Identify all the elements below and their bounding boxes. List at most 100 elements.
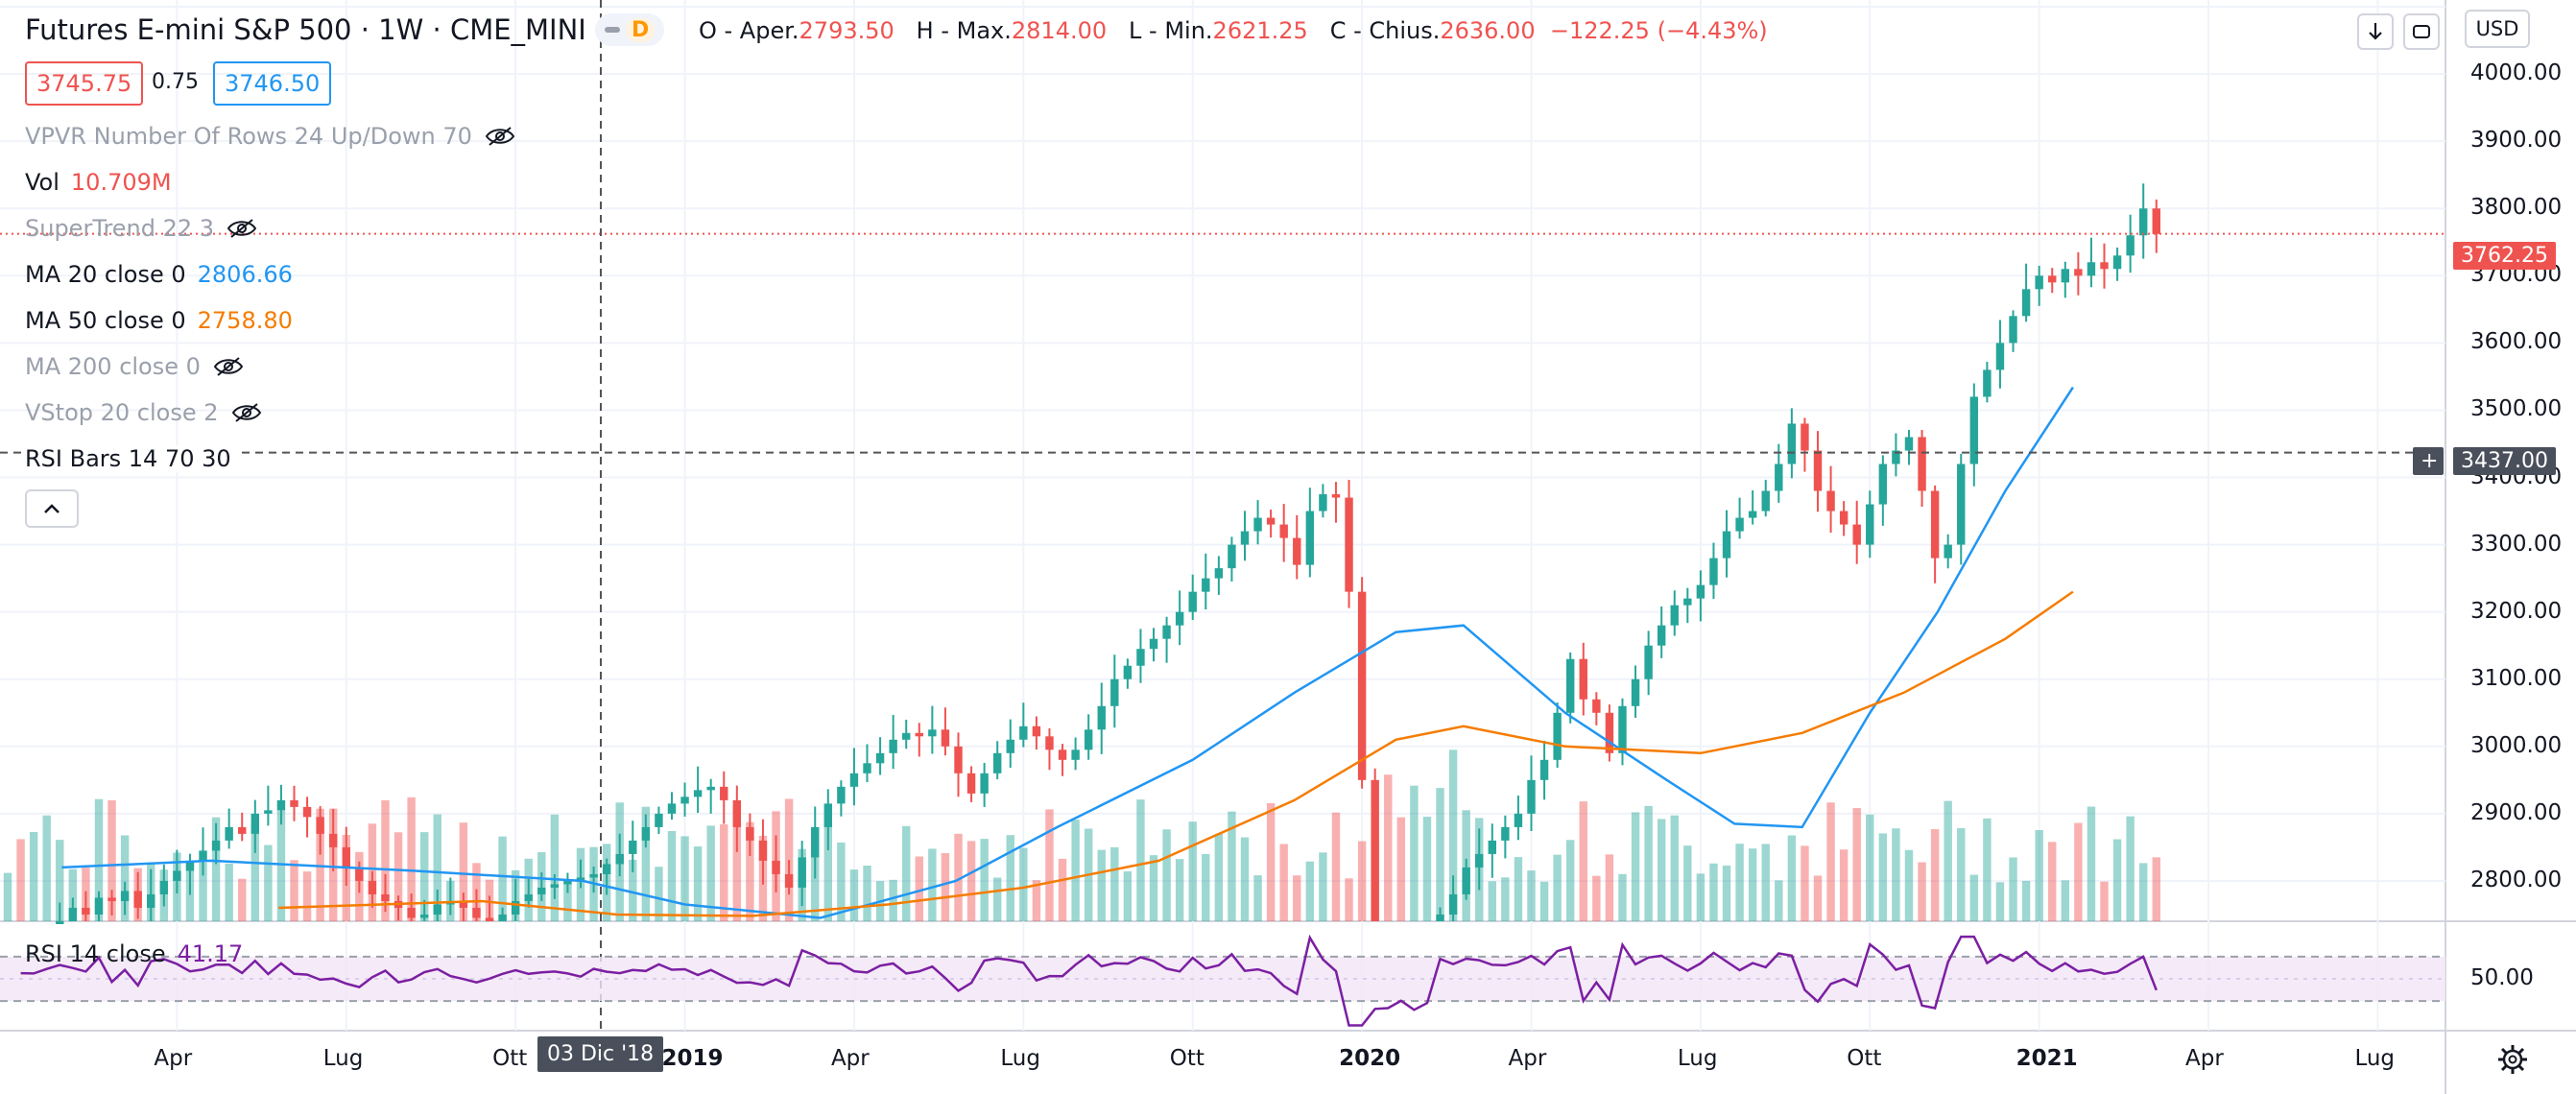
volume-bar [1527,870,1536,921]
legend-ma20[interactable]: MA 20 close 0 2806.66 [25,261,293,288]
volume-bar [902,825,911,921]
eye-hidden-icon[interactable] [226,217,258,240]
drag-handle-icon[interactable] [605,27,620,33]
volume-bar [16,839,25,921]
download-button[interactable] [2357,13,2394,50]
volume-bar [250,826,260,921]
time-tick-label: 2020 [1339,1046,1401,1071]
volume-bar [1436,788,1444,921]
price-tick-label: 2900.00 [2470,799,2563,825]
volume-bar [29,831,38,921]
candle-body [1657,625,1666,646]
candle-body [954,746,963,773]
candle-body [1644,645,1653,679]
volume-bar [992,877,1002,921]
volume-bar [42,815,51,921]
candle-body [2074,269,2083,276]
volume-bar [2074,822,2083,921]
candle-body [1305,511,1315,565]
currency-button[interactable]: USD [2465,10,2530,48]
candle-body [992,752,1002,773]
candle-body [2048,275,2057,283]
volume-bar [1565,840,1575,921]
volume-bar [264,844,273,921]
time-tick-label: 2021 [2015,1046,2078,1071]
volume-bar [966,841,976,921]
volume-bar [1058,858,1067,921]
volume-bar [1357,841,1367,921]
candle-body [1084,729,1093,750]
interval-badge[interactable]: D [595,13,665,46]
candle-body [537,887,546,894]
legend-rsi[interactable]: RSI 14 close 41.17 [25,940,243,967]
candle-body [498,914,507,921]
candle-body [889,739,897,753]
legend-vstop[interactable]: VStop 20 close 2 [25,399,263,426]
ma50-line [278,590,2074,917]
candle-body [693,790,703,797]
rsi-value: 41.17 [177,940,244,967]
ask-price-box[interactable]: 3746.50 [213,61,332,106]
add-alert-button[interactable]: + [2413,447,2444,475]
volume-bar [1579,801,1587,921]
legend-ma200[interactable]: MA 200 close 0 [25,353,245,380]
candle-body [1930,490,1940,559]
volume-bar [2112,839,2122,921]
volume-bar [1995,882,2005,921]
high-label: H - Max. [916,17,1012,44]
volume-bar [629,859,637,921]
volume-bar [1657,819,1666,921]
eye-hidden-icon[interactable] [212,355,245,378]
legend-vol[interactable]: Vol 10.709M [25,169,172,196]
legend-vpvr[interactable]: VPVR Number Of Rows 24 Up/Down 70 [25,123,516,150]
volume-bar [1136,799,1145,921]
settings-button[interactable] [2493,1040,2532,1079]
volume-bar [1644,805,1653,921]
time-tick-label: Apr [154,1046,193,1071]
eye-hidden-icon[interactable] [484,125,516,148]
candle-body [355,867,364,881]
price-tick-label: 3800.00 [2470,195,2563,221]
candle-body [2100,262,2109,270]
volume-bar [1761,844,1770,921]
candle-body [2152,208,2160,234]
volume-bar [107,799,116,921]
candle-body [485,917,494,921]
volume-bar [655,867,663,921]
ma200-label: MA 200 close 0 [25,353,201,380]
volume-bar [238,878,247,921]
volume-bar [1019,847,1028,921]
eye-hidden-icon[interactable] [230,401,263,424]
fullscreen-button[interactable] [2403,13,2440,50]
candle-body [1696,584,1705,599]
close-value: 2636.00 [1440,17,1536,44]
price-tick-label: 3300.00 [2470,531,2563,557]
candle-body [316,817,324,834]
volume-bar [563,882,572,921]
legend-rsi-bars[interactable]: RSI Bars 14 70 30 [25,445,237,472]
volume-bar [199,862,207,921]
volume-bar [641,806,651,921]
volume-bar [2126,816,2135,921]
collapse-legend-button[interactable] [25,489,79,528]
candle-body [1448,893,1458,915]
legend-ma50[interactable]: MA 50 close 0 2758.80 [25,307,293,334]
volume-bar [1175,859,1184,921]
volume-bar [1539,881,1549,921]
candle-body [159,880,169,894]
candle-body [185,860,195,871]
volume-bar [1852,807,1861,921]
candle-body [615,853,624,865]
candle-body [758,840,768,861]
vol-label: Vol [25,169,60,196]
bid-price-box[interactable]: 3745.75 [25,61,144,106]
volume-bar [1110,846,1119,921]
legend-supertrend[interactable]: SuperTrend 22 3 [25,215,258,242]
candle-body [56,921,64,924]
candle-body [342,846,350,868]
volume-bar [720,823,728,921]
candle-body [1605,712,1614,753]
candle-body [1826,490,1835,511]
candle-body [667,803,677,814]
